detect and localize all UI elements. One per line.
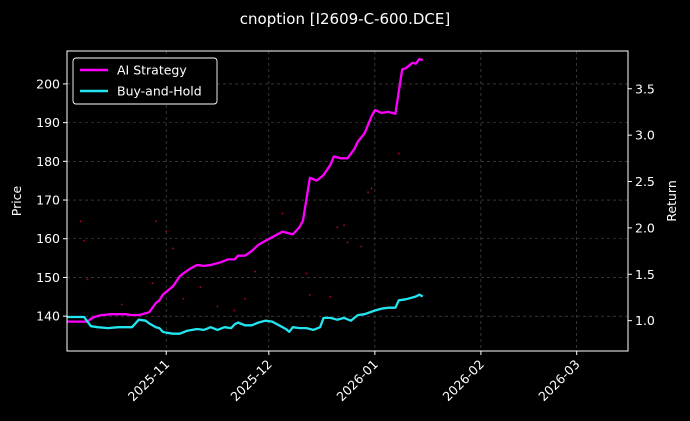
chart-title: cnoption [I2609-C-600.DCE]: [240, 10, 450, 28]
price-point: [360, 245, 363, 248]
price-point: [336, 226, 339, 229]
y-tick-label-right: 2.5: [635, 174, 655, 189]
price-point: [281, 212, 284, 215]
legend-label-ai-strategy: AI Strategy: [117, 63, 187, 78]
plot-frame: [66, 50, 629, 352]
y-tick-label-left: 180: [36, 154, 60, 169]
price-point: [243, 297, 246, 300]
price-point: [151, 282, 154, 285]
price-scatter: [79, 152, 400, 312]
y-tick-label-right: 3.0: [635, 128, 655, 143]
y-tick-label-right: 2.0: [635, 220, 655, 235]
y-tick-label-right: 1.0: [635, 313, 655, 328]
y-axis-label-price: Price: [9, 185, 24, 216]
y-tick-label-left: 170: [36, 193, 60, 208]
price-point: [172, 247, 174, 250]
price-point: [120, 303, 123, 306]
price-point: [346, 241, 349, 244]
x-tick-label: 2026-02: [439, 357, 487, 405]
legend-label-buy-and-hold: Buy-and-Hold: [117, 84, 202, 99]
axis-ticks: 2025-11 2025-12 2026-01 2026-02 2026-03 140 15…: [36, 76, 655, 404]
return-lines: [67, 57, 424, 335]
price-point: [254, 270, 257, 273]
price-point: [216, 305, 219, 308]
price-point: [370, 187, 373, 190]
y-tick-label-left: 200: [36, 76, 60, 91]
price-point: [165, 230, 168, 232]
price-point: [199, 286, 202, 289]
legend: AI Strategy Buy-and-Hold: [72, 57, 218, 105]
y-tick-label-right: 1.5: [635, 267, 655, 282]
y-tick-label-right: 3.5: [635, 81, 655, 96]
y-tick-label-left: 160: [36, 231, 60, 246]
price-point: [83, 239, 86, 242]
price-point: [367, 191, 369, 194]
price-point: [308, 293, 311, 296]
series-line-buy-and-hold: [67, 293, 424, 335]
x-tick-label: 2025-12: [227, 357, 275, 405]
price-point: [86, 278, 89, 281]
y-tick-label-left: 150: [36, 270, 60, 285]
legend-box: [72, 57, 218, 105]
series-line-ai-strategy: [67, 57, 424, 323]
y-tick-label-left: 140: [36, 309, 60, 324]
price-point: [305, 272, 308, 275]
y-tick-label-left: 190: [36, 115, 60, 130]
price-point: [397, 152, 400, 155]
x-tick-label: 2025-11: [125, 357, 173, 405]
price-point: [329, 295, 332, 298]
x-tick-label: 2026-01: [333, 357, 381, 405]
x-tick-label: 2026-03: [535, 357, 583, 405]
price-point: [155, 220, 157, 223]
price-point: [182, 297, 185, 300]
y-axis-label-return: Return: [664, 180, 679, 221]
price-point: [233, 309, 236, 312]
price-point: [79, 220, 82, 223]
price-point: [343, 224, 345, 227]
